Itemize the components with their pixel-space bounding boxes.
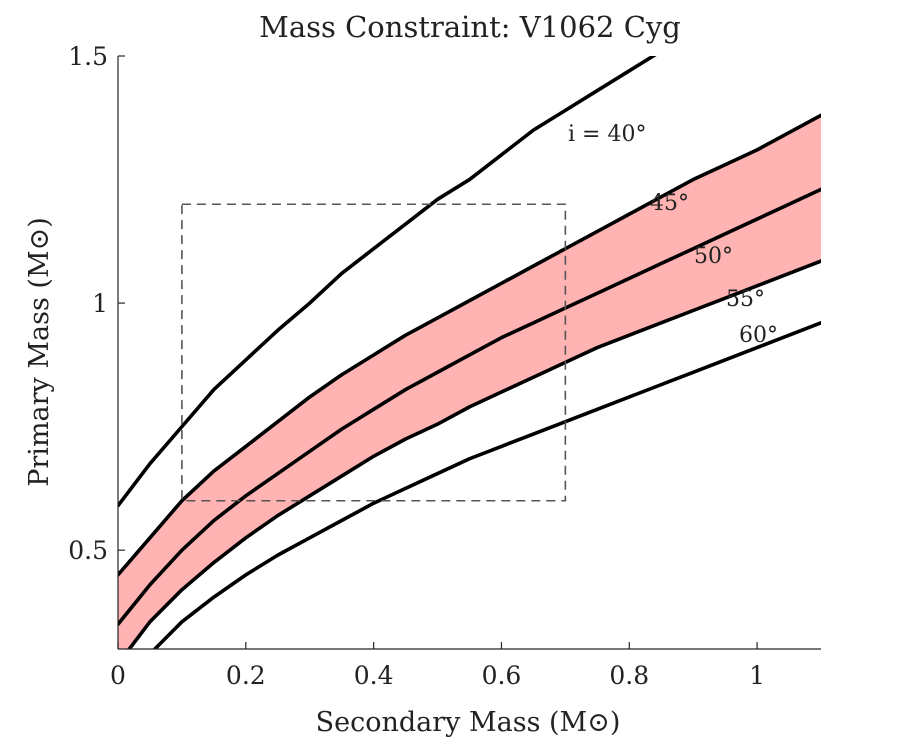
constraint-box bbox=[181, 203, 567, 502]
ticks: 0 0.2 0.4 0.6 0.8 1 0.5 1 1.5 bbox=[68, 42, 765, 690]
x-axis-label: Secondary Mass (M⊙) bbox=[316, 707, 621, 738]
curve-label-50: 50° bbox=[694, 244, 733, 269]
curve-labels: i = 40° 45° 50° 55° 60° bbox=[568, 122, 778, 348]
curve-40 bbox=[118, 56, 657, 508]
y-axis-label: Primary Mass (M⊙) bbox=[24, 217, 55, 487]
curve-50 bbox=[118, 187, 821, 627]
curve-label-55: 55° bbox=[726, 287, 765, 312]
y-tick-label: 1.5 bbox=[68, 42, 108, 71]
curve-45 bbox=[118, 113, 821, 577]
x-tick-label: 0.6 bbox=[482, 661, 522, 690]
x-tick-label: 0.4 bbox=[354, 661, 394, 690]
y-tick-label: 1 bbox=[92, 289, 108, 318]
x-tick-label: 1 bbox=[749, 661, 765, 690]
y-tick-label: 0.5 bbox=[68, 536, 108, 565]
curve-label-45: 45° bbox=[650, 191, 689, 216]
curves bbox=[118, 56, 821, 649]
curve-55 bbox=[127, 259, 821, 649]
chart-title: Mass Constraint: V1062 Cyg bbox=[259, 10, 681, 44]
curve-label-40: i = 40° bbox=[568, 122, 646, 147]
shaded-region bbox=[118, 115, 821, 649]
shaded-band bbox=[118, 115, 821, 649]
x-tick-label: 0.2 bbox=[226, 661, 266, 690]
curve-label-60: 60° bbox=[739, 323, 778, 348]
curve-60 bbox=[152, 321, 821, 649]
x-tick-label: 0.8 bbox=[609, 661, 649, 690]
x-tick-label: 0 bbox=[110, 661, 126, 690]
